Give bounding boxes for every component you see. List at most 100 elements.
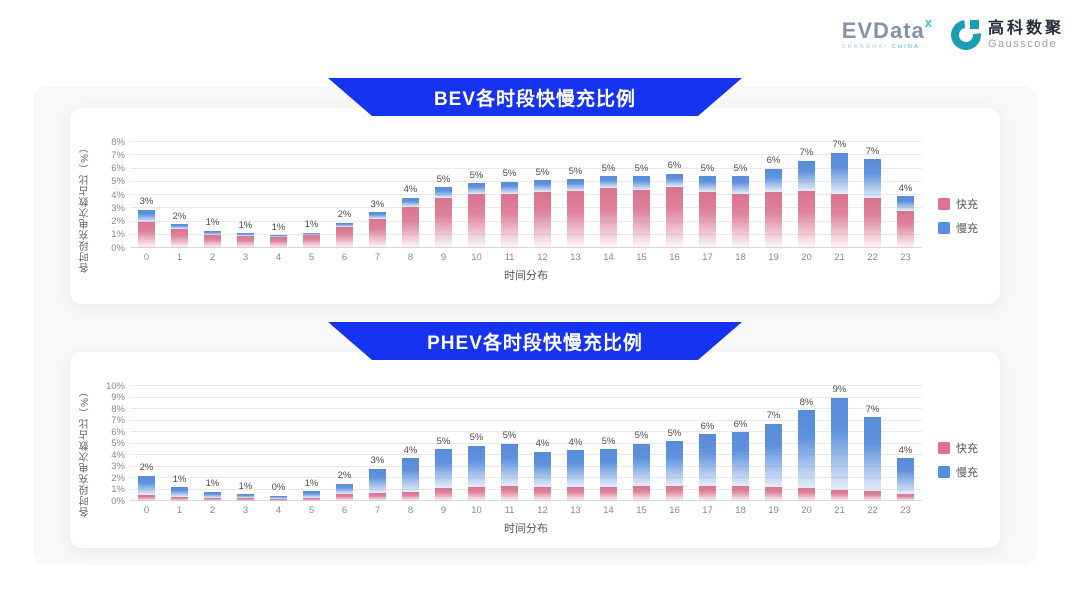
fast-charge-segment bbox=[534, 487, 551, 501]
gridline bbox=[130, 167, 922, 169]
bar-total-label: 5% bbox=[700, 162, 715, 174]
bar-7[interactable]: 3% bbox=[361, 126, 394, 248]
bar-0[interactable]: 3% bbox=[130, 126, 163, 248]
bev-chart-card: 各时段充电次数占比（%） 0% 1% 2% 3% 4% 5% 6% 7% 8% 3% 2% 1% 1% 1… bbox=[70, 108, 1000, 304]
bar-22[interactable]: 7% bbox=[856, 126, 889, 248]
gridline bbox=[130, 419, 922, 421]
bar-3[interactable]: 1% bbox=[229, 370, 262, 501]
gausscode-logo: 高科数聚 Gausscode bbox=[944, 13, 1064, 57]
bar-4[interactable]: 0% bbox=[262, 370, 295, 501]
bar-22[interactable]: 7% bbox=[856, 370, 889, 501]
bar-19[interactable]: 7% bbox=[757, 370, 790, 501]
bar-15[interactable]: 5% bbox=[625, 370, 658, 501]
bar-total-label: 3% bbox=[139, 196, 154, 208]
bar-11[interactable]: 5% bbox=[493, 126, 526, 248]
y-tick-label: 5% bbox=[111, 437, 125, 449]
bar-20[interactable]: 7% bbox=[790, 126, 823, 248]
bar-12[interactable]: 4% bbox=[526, 370, 559, 501]
bar-21[interactable]: 9% bbox=[823, 370, 856, 501]
x-tick-label: 1 bbox=[176, 252, 183, 263]
fast-charge-segment bbox=[897, 494, 914, 501]
x-tick-label: 3 bbox=[242, 252, 249, 263]
x-tick-label: 19 bbox=[768, 252, 779, 263]
bar-5[interactable]: 1% bbox=[295, 370, 328, 501]
bar-2[interactable]: 1% bbox=[196, 370, 229, 501]
fast-charge-segment bbox=[864, 197, 881, 248]
x-tick-label: 10 bbox=[471, 505, 482, 516]
bar-9[interactable]: 5% bbox=[427, 126, 460, 248]
bar-total-label: 4% bbox=[568, 436, 583, 448]
legend-item-fast[interactable]: 快充 bbox=[938, 440, 978, 456]
bar-6[interactable]: 2% bbox=[328, 370, 361, 501]
plot-area: 3% 2% 1% 1% 1% 1% 2% 3% 4% 5% 5% 5% 5% 5% 5% 5% 6% 5% 5% 6%… bbox=[130, 140, 922, 248]
y-tick-label: 4% bbox=[111, 449, 125, 461]
slow-charge-segment bbox=[633, 176, 650, 190]
bar-16[interactable]: 5% bbox=[658, 370, 691, 501]
bar-20[interactable]: 8% bbox=[790, 370, 823, 501]
bar-8[interactable]: 4% bbox=[394, 370, 427, 501]
bar-10[interactable]: 5% bbox=[460, 370, 493, 501]
slow-charge-segment bbox=[732, 176, 749, 194]
x-tick-label: 10 bbox=[471, 252, 482, 263]
bar-18[interactable]: 5% bbox=[724, 126, 757, 248]
bar-7[interactable]: 3% bbox=[361, 370, 394, 501]
bar-0[interactable]: 2% bbox=[130, 370, 163, 501]
bar-4[interactable]: 1% bbox=[262, 126, 295, 248]
bar-11[interactable]: 5% bbox=[493, 370, 526, 501]
bar-18[interactable]: 6% bbox=[724, 370, 757, 501]
bev-y-axis-title: 各时段充电次数占比（%） bbox=[80, 142, 91, 273]
bar-8[interactable]: 4% bbox=[394, 126, 427, 248]
slow-charge-segment bbox=[204, 491, 221, 498]
y-tick-label: 3% bbox=[111, 202, 125, 214]
bar-17[interactable]: 5% bbox=[691, 126, 724, 248]
slow-charge-segment bbox=[336, 483, 353, 495]
bar-1[interactable]: 2% bbox=[163, 126, 196, 248]
bar-3[interactable]: 1% bbox=[229, 126, 262, 248]
bar-total-label: 5% bbox=[436, 435, 451, 447]
bar-total-label: 5% bbox=[535, 166, 550, 178]
legend-item-slow[interactable]: 慢充 bbox=[938, 220, 978, 236]
slow-charge-segment bbox=[270, 235, 287, 237]
bar-10[interactable]: 5% bbox=[460, 126, 493, 248]
bar-total-label: 5% bbox=[469, 432, 484, 444]
legend-swatch bbox=[938, 222, 950, 234]
bar-16[interactable]: 6% bbox=[658, 126, 691, 248]
bar-15[interactable]: 5% bbox=[625, 126, 658, 248]
bar-9[interactable]: 5% bbox=[427, 370, 460, 501]
phev-chart-card: 各时段充电次数占比（%） 0% 1% 2% 3% 4% 5% 6% 7% 8% 9% 10% 2% 1%… bbox=[70, 352, 1000, 548]
gridline bbox=[130, 180, 922, 182]
bar-17[interactable]: 6% bbox=[691, 370, 724, 501]
dashboard-board: BEV各时段快慢充比例 各时段充电次数占比（%） 0% 1% 2% 3% 4% 5% 6% 7… bbox=[33, 86, 1037, 565]
legend-item-slow[interactable]: 慢充 bbox=[938, 464, 978, 480]
bar-21[interactable]: 7% bbox=[823, 126, 856, 248]
slow-charge-segment bbox=[897, 196, 914, 211]
bar-5[interactable]: 1% bbox=[295, 126, 328, 248]
y-tick-label: 1% bbox=[111, 229, 125, 240]
bar-19[interactable]: 6% bbox=[757, 126, 790, 248]
bar-2[interactable]: 1% bbox=[196, 126, 229, 248]
bar-total-label: 6% bbox=[667, 160, 682, 172]
bar-14[interactable]: 5% bbox=[592, 370, 625, 501]
bar-23[interactable]: 4% bbox=[889, 126, 922, 248]
bar-total-label: 5% bbox=[502, 168, 517, 180]
bar-total-label: 6% bbox=[700, 420, 715, 432]
fast-charge-segment bbox=[303, 235, 320, 248]
y-tick-label: 6% bbox=[111, 162, 125, 174]
slow-charge-segment bbox=[765, 168, 782, 193]
gridline bbox=[130, 465, 922, 467]
bar-1[interactable]: 1% bbox=[163, 370, 196, 501]
x-tick-label: 3 bbox=[242, 505, 249, 516]
legend-item-fast[interactable]: 快充 bbox=[938, 196, 978, 212]
bar-total-label: 5% bbox=[469, 169, 484, 181]
bar-13[interactable]: 5% bbox=[559, 126, 592, 248]
bar-12[interactable]: 5% bbox=[526, 126, 559, 248]
bar-6[interactable]: 2% bbox=[328, 126, 361, 248]
bar-series: 3% 2% 1% 1% 1% 1% 2% 3% 4% 5% 5% 5% 5% 5% 5% 5% 6% 5% 5% 6%… bbox=[130, 126, 922, 248]
bar-series: 2% 1% 1% 1% 0% 1% 2% 3% 4% 5% 5% 5% 4% 4% 5% 5% 5% 6% 6% 7%… bbox=[130, 370, 922, 501]
fast-charge-segment bbox=[666, 486, 683, 501]
fast-charge-segment bbox=[897, 210, 914, 248]
bar-14[interactable]: 5% bbox=[592, 126, 625, 248]
bar-13[interactable]: 4% bbox=[559, 370, 592, 501]
bar-23[interactable]: 4% bbox=[889, 370, 922, 501]
gridline bbox=[130, 207, 922, 209]
